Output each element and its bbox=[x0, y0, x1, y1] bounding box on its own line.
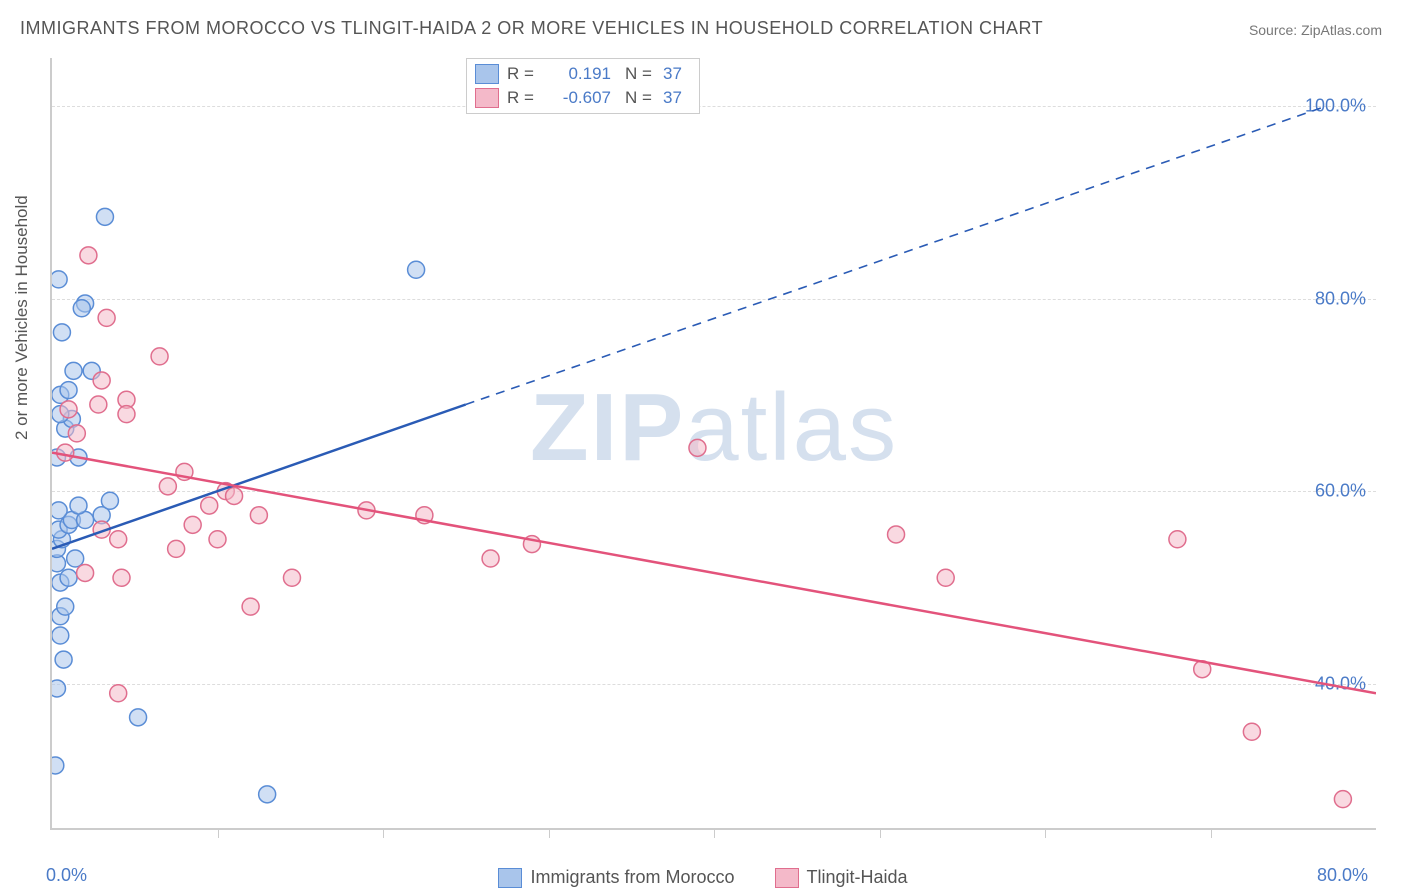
x-tick bbox=[218, 828, 219, 838]
x-tick bbox=[1045, 828, 1046, 838]
n-label: N = bbox=[625, 88, 655, 108]
legend-item-series2: Tlingit-Haida bbox=[775, 867, 908, 888]
legend-row-series2: R = -0.607 N = 37 bbox=[475, 86, 691, 110]
x-tick bbox=[714, 828, 715, 838]
r-label: R = bbox=[507, 88, 543, 108]
legend-swatch-series1-bottom bbox=[498, 868, 522, 888]
x-tick bbox=[1211, 828, 1212, 838]
series-legend: Immigrants from Morocco Tlingit-Haida bbox=[0, 867, 1406, 888]
x-tick bbox=[880, 828, 881, 838]
source-link[interactable]: ZipAtlas.com bbox=[1301, 22, 1382, 38]
n-label: N = bbox=[625, 64, 655, 84]
plot-area: ZIPatlas 40.0%60.0%80.0%100.0% bbox=[50, 58, 1376, 830]
legend-swatch-series2 bbox=[475, 88, 499, 108]
y-axis-label: 2 or more Vehicles in Household bbox=[12, 195, 32, 440]
chart-title: IMMIGRANTS FROM MOROCCO VS TLINGIT-HAIDA… bbox=[20, 18, 1043, 39]
x-tick bbox=[549, 828, 550, 838]
legend-swatch-series1 bbox=[475, 64, 499, 84]
legend-row-series1: R = 0.191 N = 37 bbox=[475, 62, 691, 86]
source-attribution: Source: ZipAtlas.com bbox=[1249, 22, 1382, 38]
chart-svg bbox=[52, 58, 1376, 828]
x-tick-label-min: 0.0% bbox=[46, 865, 87, 886]
legend-label-series2: Tlingit-Haida bbox=[807, 867, 908, 888]
r-label: R = bbox=[507, 64, 543, 84]
r-value-series2: -0.607 bbox=[551, 88, 611, 108]
legend-item-series1: Immigrants from Morocco bbox=[498, 867, 734, 888]
legend-label-series1: Immigrants from Morocco bbox=[530, 867, 734, 888]
x-tick bbox=[383, 828, 384, 838]
source-label: Source: bbox=[1249, 22, 1301, 38]
n-value-series1: 37 bbox=[663, 64, 691, 84]
correlation-legend: R = 0.191 N = 37 R = -0.607 N = 37 bbox=[466, 58, 700, 114]
n-value-series2: 37 bbox=[663, 88, 691, 108]
x-tick-label-max: 80.0% bbox=[1317, 865, 1368, 886]
legend-swatch-series2-bottom bbox=[775, 868, 799, 888]
r-value-series1: 0.191 bbox=[551, 64, 611, 84]
